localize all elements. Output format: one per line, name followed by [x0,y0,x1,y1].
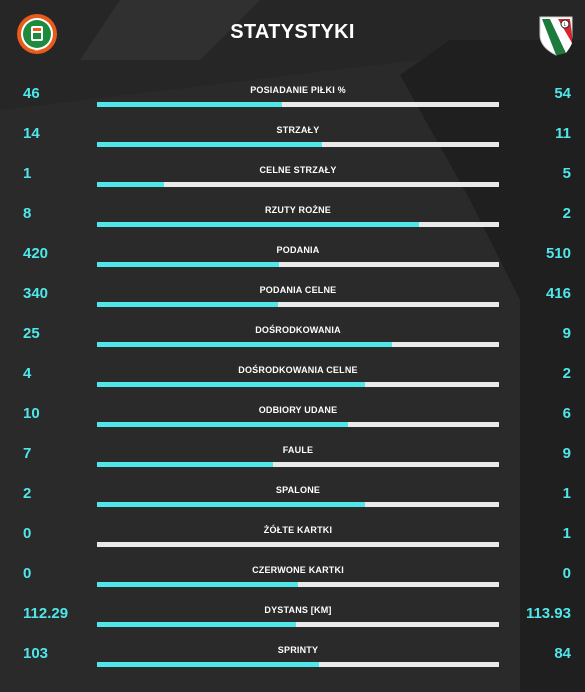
home-stat-value: 0 [23,565,32,582]
home-stat-value: 1 [23,165,32,182]
stat-label: DOŚRODKOWANIA [255,325,341,335]
away-stat-value: 1 [562,485,571,502]
home-stat-value: 10 [23,405,40,422]
stat-comparison-bar [97,342,499,347]
home-stat-value: 2 [23,485,32,502]
stat-comparison-bar [97,622,499,627]
stat-row: 1 CELNE STRZAŁY 5 [0,153,585,193]
home-stat-value: 0 [23,525,32,542]
home-share-fill [97,102,282,107]
home-share-fill [97,582,298,587]
stat-label: RZUTY ROŻNE [264,205,332,215]
home-share-fill [97,662,319,667]
stat-label: PODANIA CELNE [259,285,337,295]
stat-row: 112.29 DYSTANS [KM] 113.93 [0,593,585,633]
stat-label: STRZAŁY [276,125,320,135]
home-stat-value: 340 [23,285,49,302]
stat-label: CELNE STRZAŁY [259,165,337,175]
stat-row: 0 CZERWONE KARTKI 0 [0,553,585,593]
stat-comparison-bar [97,262,499,267]
away-stat-value: 11 [555,125,571,142]
header: ZL STATYSTYKI L [0,0,585,70]
away-stat-value: 416 [545,285,571,302]
away-stat-value: 84 [554,645,571,662]
away-stat-value: 9 [562,325,571,342]
stat-row: 4 DOŚRODKOWANIA CELNE 2 [0,353,585,393]
stat-comparison-bar [97,222,499,227]
page-title: STATYSTYKI [230,21,355,43]
stat-row: 8 RZUTY ROŻNE 2 [0,193,585,233]
home-share-fill [97,142,323,147]
away-stat-value: 1 [562,525,571,542]
home-share-fill [97,622,297,627]
stat-comparison-bar [97,422,499,427]
away-stat-value: 54 [554,85,571,102]
home-stat-value: 103 [23,645,49,662]
stat-comparison-bar [97,582,499,587]
stat-comparison-bar [97,662,499,667]
stat-row: 14 STRZAŁY 11 [0,113,585,153]
svg-text:L: L [564,22,567,28]
home-share-fill [97,502,366,507]
stat-label: DOŚRODKOWANIA CELNE [238,365,358,375]
stat-label: SPRINTY [277,645,319,655]
home-team-logo-icon: ZL [17,14,57,54]
stat-row: 103 SPRINTY 84 [0,633,585,673]
stat-row: 340 PODANIA CELNE 416 [0,273,585,313]
away-stat-value: 9 [562,445,571,462]
stat-row: 46 POSIADANIE PIŁKI % 54 [0,73,585,113]
home-stat-value: 25 [23,325,40,342]
stat-label: POSIADANIE PIŁKI % [250,85,346,95]
stat-comparison-bar [97,542,499,547]
home-stat-value: 8 [23,205,32,222]
home-stat-value: 112.29 [23,605,69,622]
home-share-fill [97,382,366,387]
stat-label: DYSTANS [KM] [264,605,332,615]
home-stat-value: 14 [23,125,40,142]
away-stat-value: 5 [562,165,571,182]
stat-label: ODBIORY UDANE [258,405,338,415]
away-team-logo-icon: L [539,16,573,56]
stat-comparison-bar [97,462,499,467]
away-stat-value: 0 [562,565,571,582]
home-stat-value: 420 [23,245,49,262]
away-stat-value: 6 [562,405,571,422]
stat-label: SPALONE [275,485,321,495]
stats-list: 46 POSIADANIE PIŁKI % 54 14 STRZAŁY 11 1 CELNE … [0,73,585,673]
stat-row: 2 SPALONE 1 [0,473,585,513]
stat-label: FAULE [282,445,314,455]
away-stat-value: 2 [562,205,571,222]
away-stat-value: 113.93 [525,605,571,622]
home-share-fill [97,302,278,307]
stat-comparison-bar [97,302,499,307]
stat-label: ŻÓŁTE KARTKI [263,525,333,535]
stat-row: 0 ŻÓŁTE KARTKI 1 [0,513,585,553]
stat-comparison-bar [97,502,499,507]
home-share-fill [97,182,165,187]
home-stat-value: 46 [23,85,40,102]
away-stat-value: 510 [545,245,571,262]
stat-label: CZERWONE KARTKI [252,565,344,575]
home-share-fill [97,262,279,267]
stat-row: 420 PODANIA 510 [0,233,585,273]
svg-text:ZL: ZL [35,47,40,52]
stat-label: PODANIA [276,245,320,255]
away-stat-value: 2 [562,365,571,382]
home-share-fill [97,462,273,467]
stat-row: 7 FAULE 9 [0,433,585,473]
home-share-fill [97,342,393,347]
home-share-fill [97,222,419,227]
stat-comparison-bar [97,382,499,387]
stat-row: 10 ODBIORY UDANE 6 [0,393,585,433]
stat-row: 25 DOŚRODKOWANIA 9 [0,313,585,353]
home-share-fill [97,422,349,427]
stat-comparison-bar [97,142,499,147]
stat-comparison-bar [97,102,499,107]
home-stat-value: 7 [23,445,32,462]
stat-comparison-bar [97,182,499,187]
home-stat-value: 4 [23,365,32,382]
